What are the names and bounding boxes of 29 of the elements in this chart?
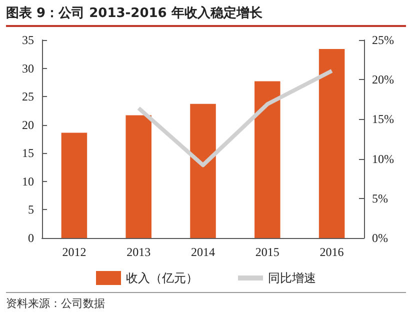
bar [318,49,345,238]
legend-label: 收入（亿元） [126,271,198,285]
y-tick-label: 0 [28,231,34,245]
y-tick-label: 5 [28,202,34,217]
legend-label: 同比增速 [268,271,316,285]
y-tick-label: 35 [22,33,34,47]
y-tick-label: 30 [22,61,34,76]
line-series [136,68,334,168]
bar [61,132,88,238]
chart-title: 图表 9：公司 2013-2016 年收入稳定增长 [6,4,406,27]
text: 资料来源：公司数据 [6,292,406,311]
y-tick-label: 25 [22,90,34,104]
bar [254,81,280,238]
x-tick-label: 2014 [191,245,215,259]
y-tick-label: 15 [22,146,34,160]
x-tick-label: 2012 [62,245,86,259]
bar [190,104,216,238]
y2-tick-label: 10% [372,152,394,166]
bar [126,115,152,238]
y2-tick-label: 15% [372,112,394,126]
y2-tick-label: 25% [372,33,394,47]
x-tick-label: 2013 [126,245,151,259]
y2-tick-label: 0% [372,231,388,245]
y2-tick-label: 20% [372,72,394,87]
x-tick-label: 2015 [255,245,280,259]
x-tick-label: 2016 [320,245,344,259]
y-tick-label: 10 [22,174,34,188]
y2-tick-label: 5% [372,191,388,206]
y-tick-label: 20 [22,118,34,132]
